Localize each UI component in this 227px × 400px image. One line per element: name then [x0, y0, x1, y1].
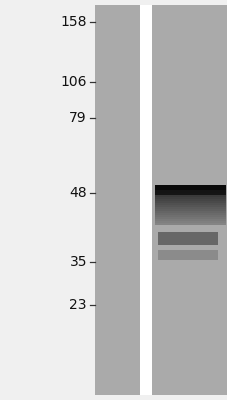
- Bar: [154, 217, 225, 219]
- Bar: [154, 197, 225, 199]
- Text: 35: 35: [69, 255, 87, 269]
- Bar: [154, 191, 225, 193]
- Bar: [154, 187, 225, 189]
- Bar: [154, 185, 225, 190]
- Bar: [149, 5, 227, 395]
- Bar: [154, 209, 225, 211]
- Text: 48: 48: [69, 186, 87, 200]
- Bar: [157, 232, 217, 245]
- Bar: [154, 207, 225, 209]
- Bar: [154, 203, 225, 205]
- Bar: [154, 185, 225, 187]
- Text: 158: 158: [60, 15, 87, 29]
- Bar: [154, 223, 225, 225]
- Text: 23: 23: [69, 298, 87, 312]
- Bar: [139, 5, 151, 395]
- Bar: [154, 219, 225, 221]
- Bar: [154, 193, 225, 195]
- Bar: [154, 221, 225, 223]
- Bar: [154, 215, 225, 217]
- Bar: [157, 250, 217, 260]
- Bar: [154, 201, 225, 203]
- Bar: [95, 5, 139, 395]
- Text: 106: 106: [60, 75, 87, 89]
- Bar: [154, 195, 225, 197]
- Bar: [154, 213, 225, 215]
- Bar: [154, 185, 225, 195]
- Bar: [154, 211, 225, 213]
- Bar: [154, 189, 225, 191]
- Text: 79: 79: [69, 111, 87, 125]
- Bar: [154, 205, 225, 207]
- Bar: [154, 199, 225, 201]
